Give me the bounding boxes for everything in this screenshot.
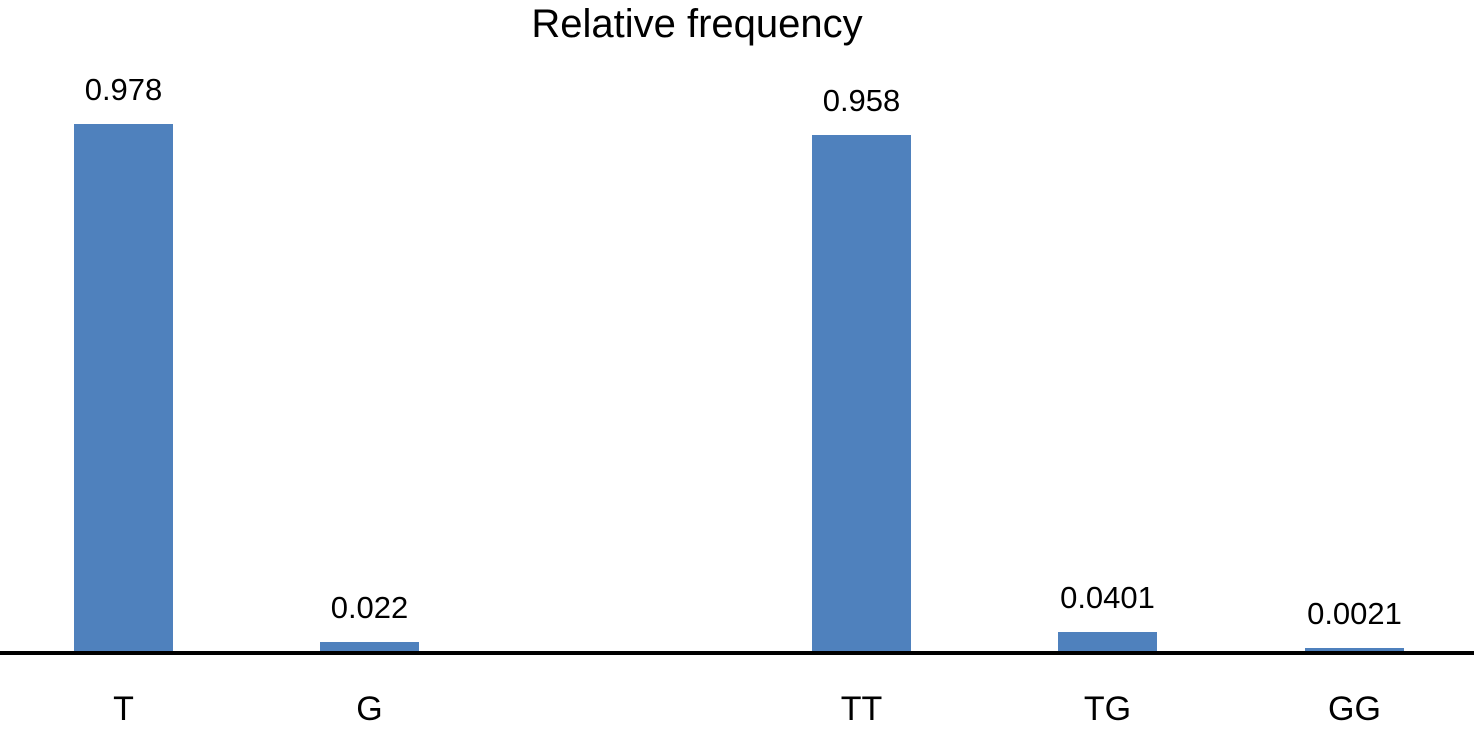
bar-t: [74, 124, 173, 654]
category-label-g: G: [356, 690, 383, 728]
bar-group-g: 0.022: [320, 591, 419, 654]
value-label-t: 0.978: [84, 72, 163, 107]
bar-group-tt: 0.958: [812, 84, 911, 654]
category-label-tt: TT: [840, 690, 883, 728]
value-label-tt: 0.958: [822, 83, 901, 118]
value-label-g: 0.022: [330, 590, 409, 625]
category-label-tg: TG: [1083, 690, 1132, 728]
chart-title: Relative frequency: [531, 2, 863, 46]
value-label-gg: 0.0021: [1307, 596, 1402, 631]
x-axis-line: [0, 651, 1474, 655]
value-label-tg: 0.0401: [1060, 580, 1155, 615]
bar-tg: [1058, 632, 1157, 654]
bar-group-gg: 0.0021: [1305, 597, 1404, 654]
category-label-gg: GG: [1328, 690, 1381, 728]
bar-tt: [812, 135, 911, 654]
bar-group-t: 0.978: [74, 73, 173, 654]
bar-group-tg: 0.0401: [1058, 581, 1157, 654]
category-label-t: T: [113, 690, 134, 728]
